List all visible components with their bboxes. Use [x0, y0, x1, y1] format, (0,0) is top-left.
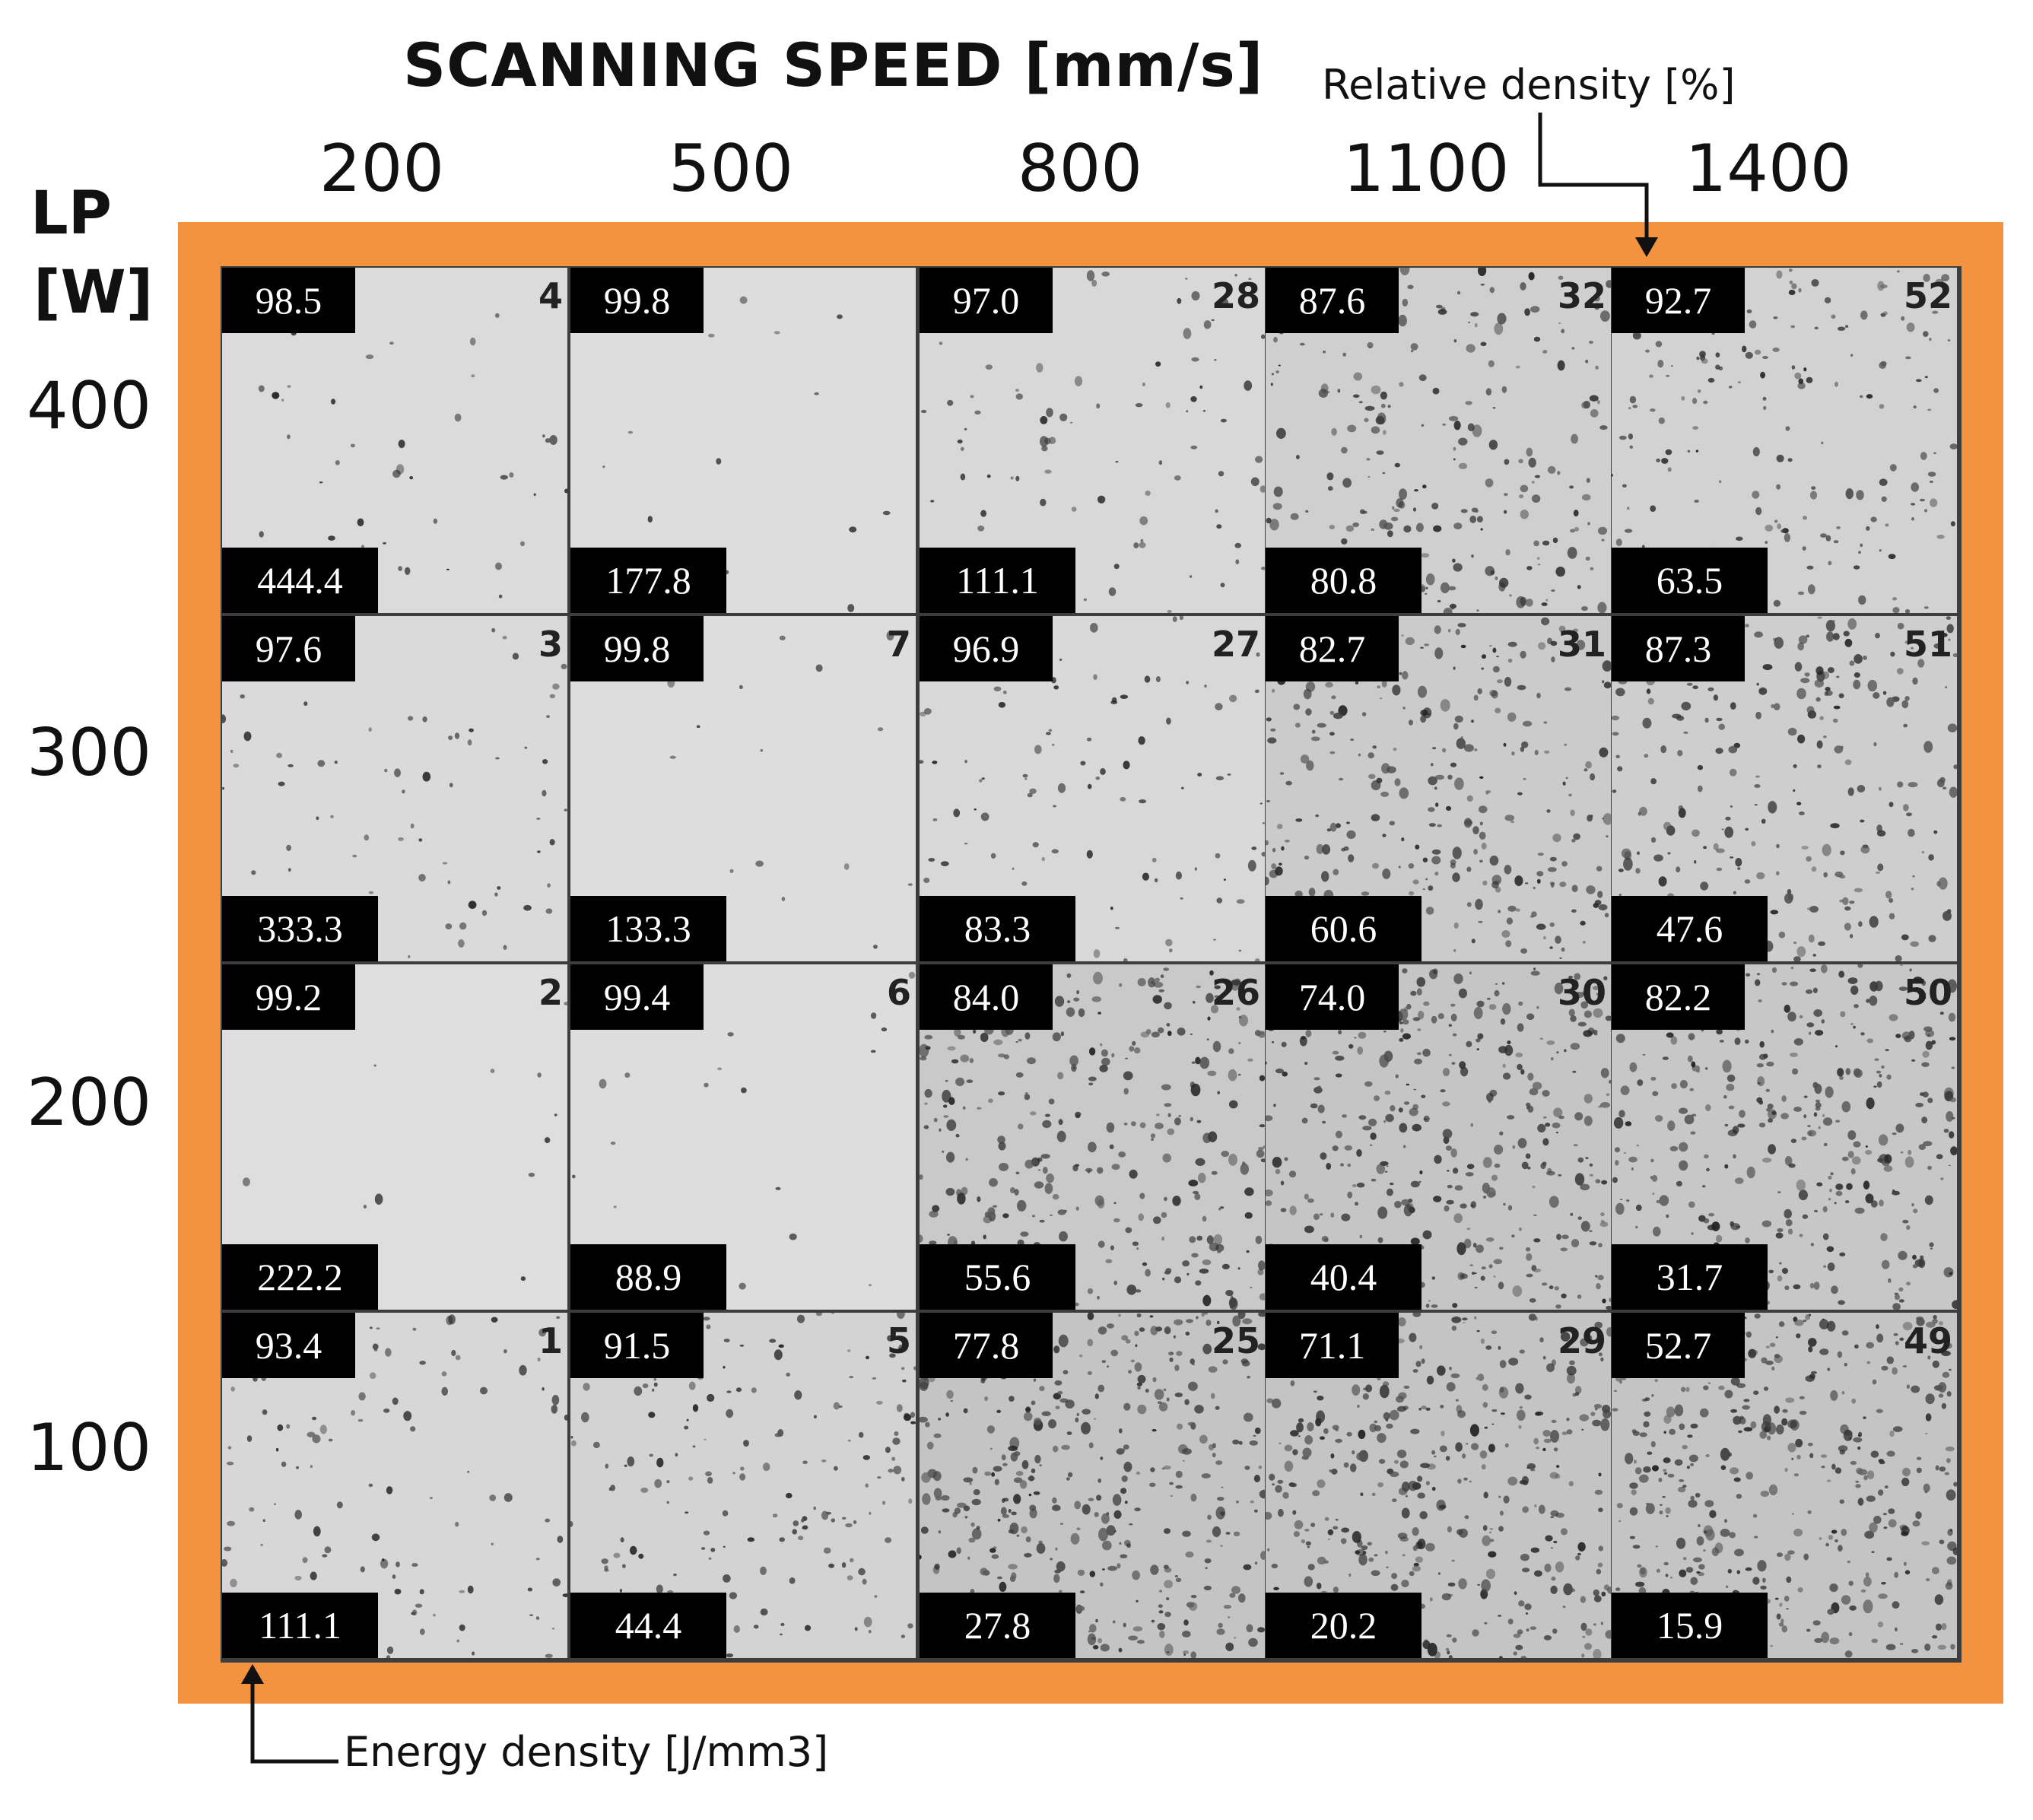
relative-density-value: 74.0	[1266, 964, 1399, 1030]
sample-number: 31	[1557, 624, 1606, 665]
micrograph-cell: 82.2 31.7 50	[1612, 964, 1957, 1310]
relative-density-value: 99.2	[222, 964, 355, 1030]
sample-number: 49	[1903, 1320, 1952, 1361]
sample-number: 4	[538, 275, 563, 316]
relative-density-value: 82.2	[1612, 964, 1745, 1030]
porosity-texture	[1612, 268, 1957, 613]
relative-density-value: 52.7	[1612, 1313, 1745, 1378]
sample-number: 52	[1903, 275, 1952, 316]
micrograph-cell: 84.0 55.6 26	[920, 964, 1265, 1310]
speed-tick-1400: 1400	[1685, 131, 1852, 207]
micrograph-cell: 98.5 444.4 4	[222, 268, 567, 613]
micrograph-cell: 97.0 111.1 28	[920, 268, 1265, 613]
relative-density-value: 92.7	[1612, 268, 1745, 333]
micrograph-cell: 87.3 47.6 51	[1612, 616, 1957, 961]
sample-number: 7	[886, 624, 911, 665]
sample-number: 30	[1557, 972, 1606, 1013]
power-tick-300: 300	[27, 715, 152, 791]
energy-density-value: 222.2	[222, 1244, 378, 1310]
energy-density-value: 20.2	[1266, 1593, 1422, 1658]
relative-density-label: Relative density [%]	[1322, 61, 1736, 109]
micrograph-cell: 97.6 333.3 3	[222, 616, 567, 961]
energy-density-value: 333.3	[222, 896, 378, 961]
relative-density-value: 77.8	[920, 1313, 1053, 1378]
sample-number: 1	[538, 1320, 563, 1361]
energy-density-value: 80.8	[1266, 548, 1422, 613]
sample-number: 25	[1211, 1320, 1260, 1361]
speed-tick-500: 500	[668, 131, 794, 207]
energy-density-value: 27.8	[920, 1593, 1075, 1658]
relative-density-value: 87.6	[1266, 268, 1399, 333]
micrograph-cell: 99.8 177.8	[570, 268, 916, 613]
energy-density-value: 40.4	[1266, 1244, 1422, 1310]
micrograph-cell: 87.6 80.8 32	[1266, 268, 1611, 613]
energy-density-value: 44.4	[570, 1593, 726, 1658]
relative-density-value: 82.7	[1266, 616, 1399, 681]
energy-density-value: 88.9	[570, 1244, 726, 1310]
energy-density-value: 31.7	[1612, 1244, 1768, 1310]
sample-number: 26	[1211, 972, 1260, 1013]
sample-number: 29	[1557, 1320, 1606, 1361]
energy-density-value: 133.3	[570, 896, 726, 961]
micrograph-cell: 74.0 40.4 30	[1266, 964, 1611, 1310]
sample-number: 32	[1557, 275, 1606, 316]
energy-density-value: 47.6	[1612, 896, 1768, 961]
relative-density-value: 99.8	[570, 616, 704, 681]
lp-axis-label: LP	[30, 179, 112, 248]
micrograph-cell: 91.5 44.4 5	[570, 1313, 916, 1658]
porosity-texture	[1266, 268, 1611, 613]
power-tick-200: 200	[27, 1065, 152, 1141]
relative-density-value: 87.3	[1612, 616, 1745, 681]
sample-number: 51	[1903, 624, 1952, 665]
energy-density-value: 111.1	[222, 1593, 378, 1658]
micrograph-cell: 71.1 20.2 29	[1266, 1313, 1611, 1658]
power-tick-400: 400	[27, 368, 152, 444]
energy-density-value: 63.5	[1612, 548, 1768, 613]
micrograph-grid: 98.5 444.4 4 99.8 177.8 97.0 111.1 28 87.6 80.8 32…	[221, 266, 1962, 1663]
micrograph-cell: 99.2 222.2 2	[222, 964, 567, 1310]
power-tick-100: 100	[27, 1410, 152, 1486]
sample-number: 28	[1211, 275, 1260, 316]
micrograph-cell: 99.8 133.3 7	[570, 616, 916, 961]
relative-density-value: 91.5	[570, 1313, 704, 1378]
sample-number: 3	[538, 624, 563, 665]
porosity-texture	[1612, 616, 1957, 961]
relative-density-value: 99.8	[570, 268, 704, 333]
relative-density-value: 96.9	[920, 616, 1053, 681]
speed-tick-800: 800	[1017, 131, 1143, 207]
micrograph-cell: 82.7 60.6 31	[1266, 616, 1611, 961]
energy-density-value: 15.9	[1612, 1593, 1768, 1658]
speed-tick-200: 200	[319, 131, 445, 207]
porosity-texture	[242, 1002, 567, 1282]
relative-density-value: 99.4	[570, 964, 704, 1030]
relative-density-value: 93.4	[222, 1313, 355, 1378]
sample-number: 5	[886, 1320, 911, 1361]
micrograph-cell: 96.9 83.3 27	[920, 616, 1265, 961]
energy-density-value: 55.6	[920, 1244, 1075, 1310]
micrograph-cell: 92.7 63.5 52	[1612, 268, 1957, 613]
sample-number: 2	[538, 972, 563, 1013]
speed-tick-1100: 1100	[1342, 131, 1510, 207]
sample-number: 50	[1903, 972, 1952, 1013]
energy-density-value: 60.6	[1266, 896, 1422, 961]
sample-number: 6	[886, 972, 911, 1013]
energy-density-value: 111.1	[920, 548, 1075, 613]
micrograph-cell: 52.7 15.9 49	[1612, 1313, 1957, 1658]
relative-density-value: 97.6	[222, 616, 355, 681]
chart-title: SCANNING SPEED [mm/s]	[403, 32, 1264, 100]
lp-axis-unit: [W]	[33, 259, 154, 327]
energy-density-label: Energy density [J/mm3]	[344, 1728, 829, 1776]
micrograph-cell: 93.4 111.1 1	[222, 1313, 567, 1658]
energy-density-value: 444.4	[222, 548, 378, 613]
relative-density-value: 97.0	[920, 268, 1053, 333]
energy-density-value: 177.8	[570, 548, 726, 613]
energy-density-value: 83.3	[920, 896, 1075, 961]
relative-density-value: 98.5	[222, 268, 355, 333]
sample-number: 27	[1211, 624, 1260, 665]
micrograph-cell: 99.4 88.9 6	[570, 964, 916, 1310]
relative-density-value: 84.0	[920, 964, 1053, 1030]
porosity-texture	[231, 268, 567, 611]
micrograph-cell: 77.8 27.8 25	[920, 1313, 1265, 1658]
relative-density-value: 71.1	[1266, 1313, 1399, 1378]
